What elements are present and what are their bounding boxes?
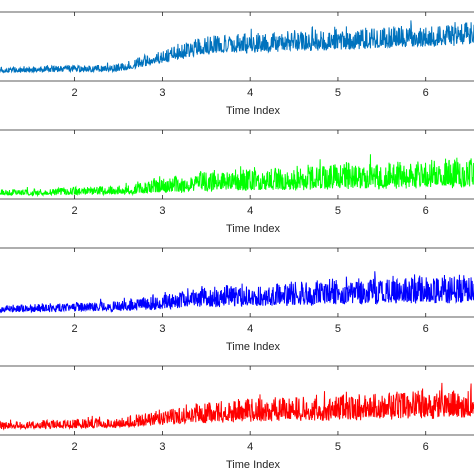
x-tick-label: 6 bbox=[423, 323, 429, 335]
x-tick-label: 5 bbox=[335, 323, 341, 335]
x-tick-label: 6 bbox=[423, 441, 429, 453]
x-tick-label: 5 bbox=[335, 87, 341, 99]
x-tick-label: 4 bbox=[247, 323, 253, 335]
series-line bbox=[0, 271, 474, 314]
x-axis-label: Time Index bbox=[226, 223, 281, 235]
subplot-4: 2 3 4 5 6 Time Index bbox=[0, 365, 474, 471]
x-tick-label: 6 bbox=[423, 205, 429, 217]
x-tick-label: 3 bbox=[159, 323, 165, 335]
subplot-1: 2 3 4 5 6 Time Index bbox=[0, 11, 474, 117]
x-tick-label: 2 bbox=[72, 87, 78, 99]
x-tick-label: 4 bbox=[247, 87, 253, 99]
series-line bbox=[0, 382, 474, 431]
x-tick-label: 5 bbox=[335, 205, 341, 217]
x-tick-label: 3 bbox=[159, 87, 165, 99]
x-tick-label: 2 bbox=[72, 323, 78, 335]
x-axis-label: Time Index bbox=[226, 459, 281, 471]
x-tick-label: 4 bbox=[247, 441, 253, 453]
x-tick-label: 2 bbox=[72, 441, 78, 453]
x-tick-label: 4 bbox=[247, 205, 253, 217]
x-axis-label: Time Index bbox=[226, 341, 281, 353]
series-line bbox=[0, 154, 474, 198]
x-tick-label: 5 bbox=[335, 441, 341, 453]
x-tick-label: 6 bbox=[423, 87, 429, 99]
series-line bbox=[0, 20, 474, 74]
subplot-3: 2 3 4 5 6 Time Index bbox=[0, 247, 474, 353]
subplot-2: 2 3 4 5 6 Time Index bbox=[0, 129, 474, 235]
x-tick-label: 3 bbox=[159, 205, 165, 217]
x-tick-label: 2 bbox=[72, 205, 78, 217]
x-tick-label: 3 bbox=[159, 441, 165, 453]
x-axis-label: Time Index bbox=[226, 105, 281, 117]
